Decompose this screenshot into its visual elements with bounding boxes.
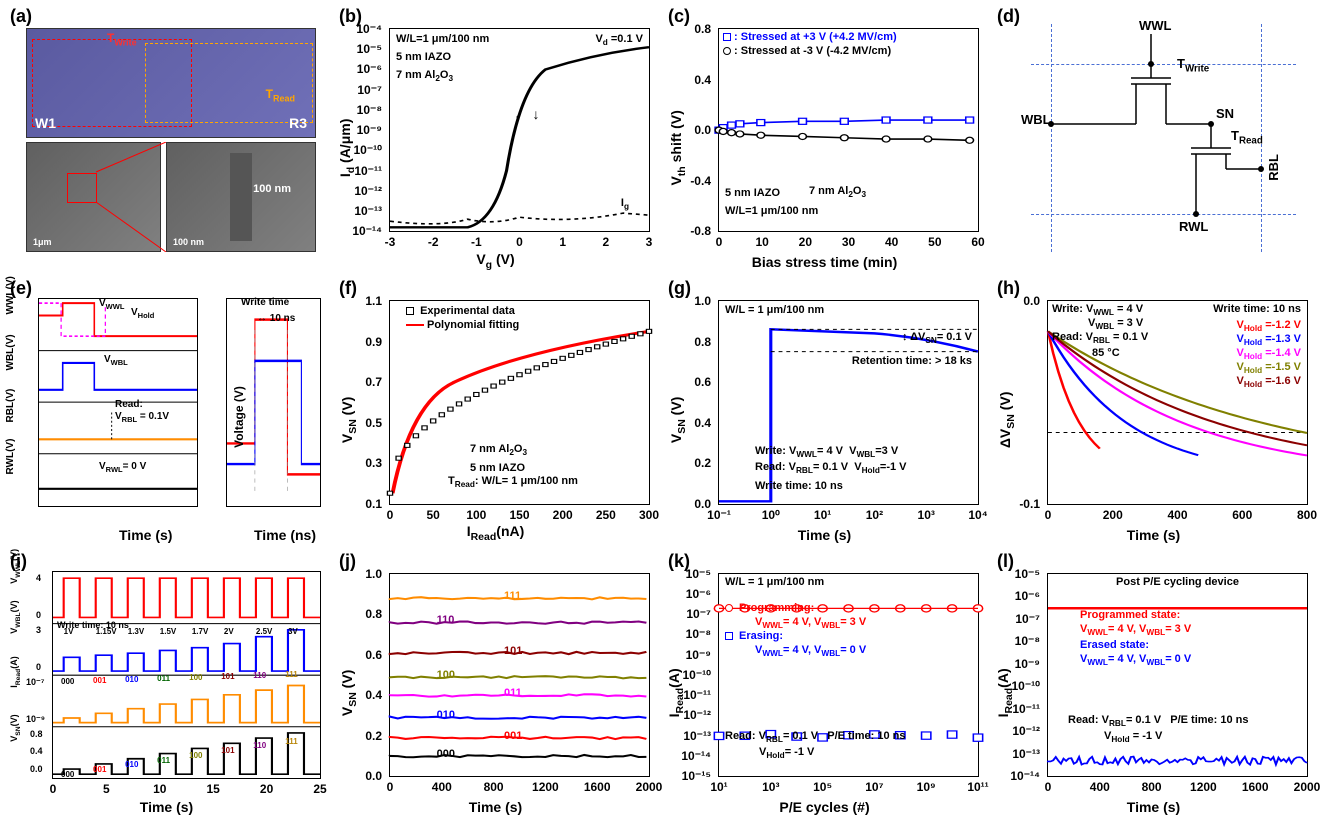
d-tread: TRead — [1231, 128, 1263, 147]
c-wl: W/L=1 μm/100 nm — [725, 205, 818, 217]
d-rbl: RBL — [1266, 154, 1281, 181]
b-ig: Ig — [621, 197, 629, 211]
d-sn: SN — [1216, 106, 1234, 121]
b-xlabel: Vg (V) — [476, 251, 514, 271]
c-chart: : Stressed at +3 V (+4.2 MV/cm) : Stress… — [718, 28, 979, 232]
panel-a: (a) TWrite TRead W1 R3 1μm 100 nm 100 nm — [4, 4, 329, 272]
f-legend-exp: Experimental data — [406, 305, 515, 317]
panel-i-label: (i) — [10, 551, 27, 572]
b-iazo: 5 nm IAZO — [396, 51, 451, 63]
panel-d-label: (d) — [997, 6, 1020, 27]
h-chart: Write: VWWL = 4 V VWBL = 3 V Read: VRBL … — [1047, 300, 1308, 504]
d-wwl: WWL — [1139, 18, 1171, 33]
i-xlabel: Time (s) — [140, 799, 193, 815]
f-al2o3: 7 nm Al2O3 — [470, 443, 527, 457]
panel-f-label: (f) — [339, 278, 357, 299]
b-al2o3: 7 nm Al2O3 — [396, 69, 453, 83]
l-chart: Post P/E cycling device Programmed state… — [1047, 573, 1308, 777]
h-ylabel: ΔVSN (V) — [997, 392, 1017, 449]
panel-i: (i) Time (s) Write time: 10 ns 051015202… — [4, 549, 329, 817]
f-ylabel: VSN (V) — [339, 397, 359, 444]
e-xlabel-left: Time (s) — [119, 527, 172, 543]
f-tread: TRead: W/L= 1 μm/100 nm — [448, 475, 578, 489]
g-xlabel: Time (s) — [798, 527, 851, 543]
a-twrite: TWrite — [107, 31, 137, 47]
g-write: Write: VWWL= 4 V VWBL=3 V — [755, 445, 898, 459]
panel-f: (f) VSN (V) IRead(nA) Experimental data … — [333, 276, 658, 544]
panel-b-label: (b) — [339, 6, 362, 27]
panel-e-label: (e) — [10, 278, 32, 299]
panel-h: (h) ΔVSN (V) Time (s) Write: VWWL = 4 V … — [991, 276, 1316, 544]
a-scale1: 1μm — [33, 237, 52, 247]
e-xlabel-right: Time (ns) — [254, 527, 316, 543]
k-xlabel: P/E cycles (#) — [779, 799, 869, 815]
f-legend-fit: Polynomial fitting — [406, 319, 519, 331]
panel-e: (e) VWWL VHold VWBL Read: — [4, 276, 329, 544]
f-xlabel: IRead(nA) — [467, 523, 525, 543]
panel-a-label: (a) — [10, 6, 32, 27]
panel-j-label: (j) — [339, 551, 356, 572]
b-vd: Vd =0.1 V — [595, 33, 643, 47]
e-write-time: Write time — [241, 297, 289, 308]
f-chart: Experimental data Polynomial fitting 7 n… — [389, 300, 650, 504]
a-dim: 100 nm — [253, 183, 291, 195]
c-iazo: 5 nm IAZO — [725, 187, 780, 199]
panel-k-label: (k) — [668, 551, 690, 572]
a-r3: R3 — [289, 115, 307, 131]
g-dvsn: ↕ ΔVSN= 0.1 V — [902, 331, 972, 345]
panel-b: (b) Id (A/μm) Vg (V) W/L=1 μm/100 nm 5 n… — [333, 4, 658, 272]
d-wbl: WBL — [1021, 112, 1051, 127]
g-wl: W/L = 1 μm/100 nm — [725, 304, 824, 316]
panel-g-label: (g) — [668, 278, 691, 299]
g-read: Read: VRBL= 0.1 V VHold=-1 V — [755, 461, 907, 475]
j-ylabel: VSN (V) — [339, 669, 359, 716]
c-al2o3: 7 nm Al2O3 — [809, 185, 866, 199]
e-10ns: ↔ 10 ns — [257, 313, 295, 324]
j-chart: 0400800120016002000 0.00.20.40.60.81.0 0… — [389, 573, 650, 777]
k-chart: W/L = 1 μm/100 nm Programming: VWWL= 4 V… — [718, 573, 979, 777]
a-w1: W1 — [35, 115, 56, 131]
l-xlabel: Time (s) — [1127, 799, 1180, 815]
panel-k: (k) IRead(A) P/E cycles (#) W/L = 1 μm/1… — [662, 549, 987, 817]
j-xlabel: Time (s) — [469, 799, 522, 815]
panel-j: (j) VSN (V) Time (s) 0400800120016002000… — [333, 549, 658, 817]
c-legend-neg: : Stressed at -3 V (-4.2 MV/cm) — [723, 45, 891, 57]
f-iazo: 5 nm IAZO — [470, 462, 525, 474]
h-xlabel: Time (s) — [1127, 527, 1180, 543]
panel-c: (c) Vth shift (V) Bias stress time (min)… — [662, 4, 987, 272]
c-plot — [719, 29, 978, 231]
panel-h-label: (h) — [997, 278, 1020, 299]
c-xlabel: Bias stress time (min) — [752, 254, 898, 270]
b-chart: W/L=1 μm/100 nm 5 nm IAZO 7 nm Al2O3 Vd … — [389, 28, 650, 232]
b-wl: W/L=1 μm/100 nm — [396, 33, 489, 45]
panel-c-label: (c) — [668, 6, 690, 27]
c-legend-pos: : Stressed at +3 V (+4.2 MV/cm) — [723, 31, 897, 43]
panel-g: (g) VSN (V) Time (s) W/L = 1 μm/100 nm ↕… — [662, 276, 987, 544]
panel-l: (l) IRead(A) Time (s) Post P/E cycling d… — [991, 549, 1316, 817]
panel-d: (d) — [991, 4, 1316, 272]
c-ylabel: Vth shift (V) — [668, 110, 688, 185]
a-scale2: 100 nm — [173, 237, 204, 247]
a-tread: TRead — [266, 87, 295, 103]
g-chart: W/L = 1 μm/100 nm ↕ ΔVSN= 0.1 V Retentio… — [718, 300, 979, 504]
d-twrite: TWrite — [1177, 56, 1209, 75]
g-wtime: Write time: 10 ns — [755, 480, 843, 492]
panel-l-label: (l) — [997, 551, 1014, 572]
g-ret: Retention time: > 18 ks — [852, 355, 972, 367]
d-rwl: RWL — [1179, 219, 1208, 234]
g-ylabel: VSN (V) — [668, 397, 688, 444]
